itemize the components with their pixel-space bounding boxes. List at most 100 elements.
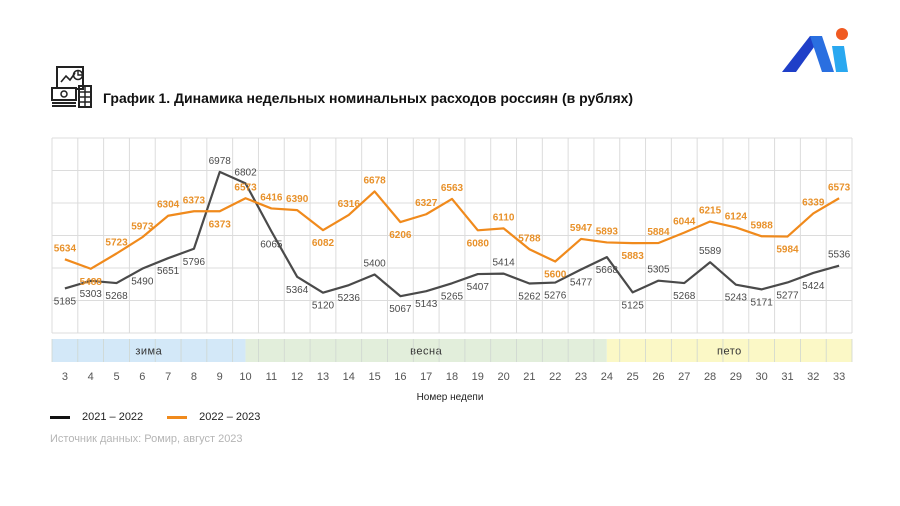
data-label: 6373 <box>209 219 232 230</box>
x-tick-label: 16 <box>394 371 406 383</box>
x-tick-label: 13 <box>317 371 329 383</box>
x-tick-label: 4 <box>88 371 94 383</box>
x-tick-label: 30 <box>756 371 768 383</box>
x-tick-label: 18 <box>446 371 458 383</box>
data-label: 5634 <box>54 243 77 254</box>
data-label: 5947 <box>570 223 593 234</box>
data-label: 5236 <box>338 293 361 304</box>
x-tick-label: 7 <box>165 371 171 383</box>
logo-left-stroke <box>782 36 822 72</box>
x-tick-label: 10 <box>239 371 251 383</box>
data-label: 6124 <box>725 211 748 222</box>
data-label: 6304 <box>157 200 180 211</box>
season-label: зима <box>135 346 162 358</box>
data-label: 5988 <box>751 220 774 231</box>
legend-item-2021-2022: 2021 – 2022 <box>50 411 143 423</box>
data-label: 5265 <box>441 291 464 302</box>
x-tick-label: 8 <box>191 371 197 383</box>
x-tick-label: 19 <box>472 371 484 383</box>
data-label: 5262 <box>518 291 541 302</box>
data-label: 5305 <box>647 265 670 276</box>
season-band-0 <box>52 339 246 362</box>
x-tick-label: 5 <box>113 371 119 383</box>
x-tick-label: 31 <box>781 371 793 383</box>
data-label: 5973 <box>131 221 154 232</box>
legend-swatch-2022-2023 <box>167 415 188 419</box>
data-label: 6316 <box>338 199 361 210</box>
data-label: 5364 <box>286 285 309 296</box>
data-label: 5477 <box>570 277 593 288</box>
x-tick-label: 15 <box>368 371 380 383</box>
x-tick-label: 24 <box>601 371 613 383</box>
data-label: 6339 <box>802 197 825 208</box>
logo-middle-stroke <box>810 36 834 72</box>
data-label: 5651 <box>157 266 180 277</box>
data-label: 5243 <box>725 293 748 304</box>
data-label: 5185 <box>54 296 77 307</box>
x-tick-label: 23 <box>575 371 587 383</box>
x-tick-label: 11 <box>266 371 277 383</box>
data-label: 5277 <box>776 290 799 301</box>
data-label: 5984 <box>776 245 799 256</box>
data-label: 6802 <box>234 167 257 178</box>
x-tick-label: 29 <box>730 371 742 383</box>
x-tick-label: 12 <box>291 371 303 383</box>
x-tick-label: 14 <box>343 371 355 383</box>
x-tick-label: 33 <box>833 371 845 383</box>
x-tick-label: 3 <box>62 371 68 383</box>
x-tick-label: 20 <box>497 371 509 383</box>
data-label: 5171 <box>751 297 774 308</box>
legend-item-2022-2023: 2022 – 2023 <box>167 411 260 423</box>
romir-logo <box>782 28 848 72</box>
data-label: 6563 <box>441 183 464 194</box>
season-label: пето <box>717 346 742 358</box>
data-label: 5125 <box>622 300 645 311</box>
data-label: 5668 <box>596 265 619 276</box>
x-axis-title: Номер недепи <box>416 392 484 403</box>
data-label: 6082 <box>312 238 335 249</box>
data-label: 6573 <box>828 182 851 193</box>
legend-label-2021-2022: 2021 – 2022 <box>82 411 144 423</box>
data-label: 5268 <box>673 291 696 302</box>
data-label: 5589 <box>699 246 722 257</box>
x-tick-label: 26 <box>652 371 664 383</box>
data-label: 6978 <box>209 156 232 167</box>
data-label: 6215 <box>699 206 722 217</box>
data-label: 5788 <box>518 233 541 244</box>
data-label: 5893 <box>596 226 619 237</box>
logo-right-stroke <box>832 46 848 72</box>
data-label: 6065 <box>260 239 283 250</box>
data-label: 5424 <box>802 281 825 292</box>
data-label: 6390 <box>286 194 309 205</box>
legend-label-2022-2023: 2022 – 2023 <box>199 411 261 423</box>
chart-title: График 1. Динамика недельных номинальных… <box>103 90 634 106</box>
x-tick-label: 25 <box>627 371 639 383</box>
legend-swatch-2021-2022 <box>50 415 70 419</box>
series-line-2021-2022 <box>64 170 840 298</box>
data-label: 5883 <box>622 251 645 262</box>
x-tick-label: 32 <box>807 371 819 383</box>
data-label: 5276 <box>544 291 567 302</box>
x-tick-label: 6 <box>139 371 145 383</box>
data-label: 5303 <box>80 289 103 300</box>
season-band-2 <box>606 339 852 362</box>
finance-report-icon <box>51 66 92 108</box>
data-label: 5268 <box>105 291 128 302</box>
data-label: 6080 <box>467 238 490 249</box>
data-label: 6373 <box>183 195 206 206</box>
x-tick-label: 22 <box>549 371 561 383</box>
data-label: 6110 <box>493 212 515 223</box>
data-label: 6327 <box>415 198 438 209</box>
x-tick-label: 28 <box>704 371 716 383</box>
data-label: 5536 <box>828 250 851 261</box>
data-label: 5400 <box>363 259 386 270</box>
x-tick-label: 27 <box>678 371 690 383</box>
data-label: 6678 <box>363 175 386 186</box>
data-label: 5143 <box>415 299 438 310</box>
data-label: 5796 <box>183 257 206 268</box>
series-line-2022-2023 <box>64 190 840 270</box>
data-label: 5490 <box>131 277 154 288</box>
x-tick-label: 9 <box>217 371 223 383</box>
data-label: 5884 <box>647 227 670 238</box>
